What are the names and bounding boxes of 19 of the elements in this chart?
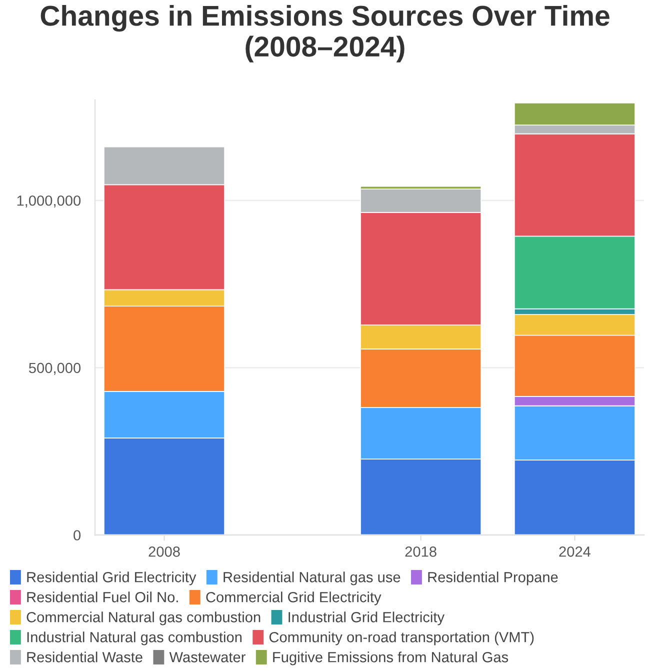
x-tick-label: 2018	[405, 546, 436, 557]
legend-label: Residential Waste	[27, 652, 142, 662]
y-tick-label: 1,000,000	[17, 195, 81, 208]
legend-label: Commercial Grid Electricity	[206, 592, 382, 606]
legend-label: Community on-road transportation (VMT)	[269, 632, 534, 646]
y-tick-label: 0	[74, 530, 81, 540]
chart-title: Changes in Emissions Sources Over Time (2008–2024)	[40, 5, 610, 62]
legend-label: Commercial Natural gas combustion	[26, 612, 260, 626]
legend-label: Residential Propane	[428, 572, 558, 586]
legend-label: Residential Natural gas use	[224, 572, 400, 586]
legend-label: Industrial Natural gas combustion	[27, 632, 242, 646]
x-tick-label: 2008	[148, 546, 180, 557]
y-tick-label: 500,000	[28, 362, 81, 375]
legend-label: Residential Grid Electricity	[27, 572, 196, 586]
legend-label: Residential Fuel Oil No.	[27, 592, 178, 602]
x-tick-label: 2024	[559, 546, 591, 557]
legend-label: Industrial Grid Electricity	[288, 612, 445, 626]
legend-label: Fugitive Emissions from Natural Gas	[273, 652, 508, 666]
legend-label: Wastewater	[169, 652, 246, 662]
